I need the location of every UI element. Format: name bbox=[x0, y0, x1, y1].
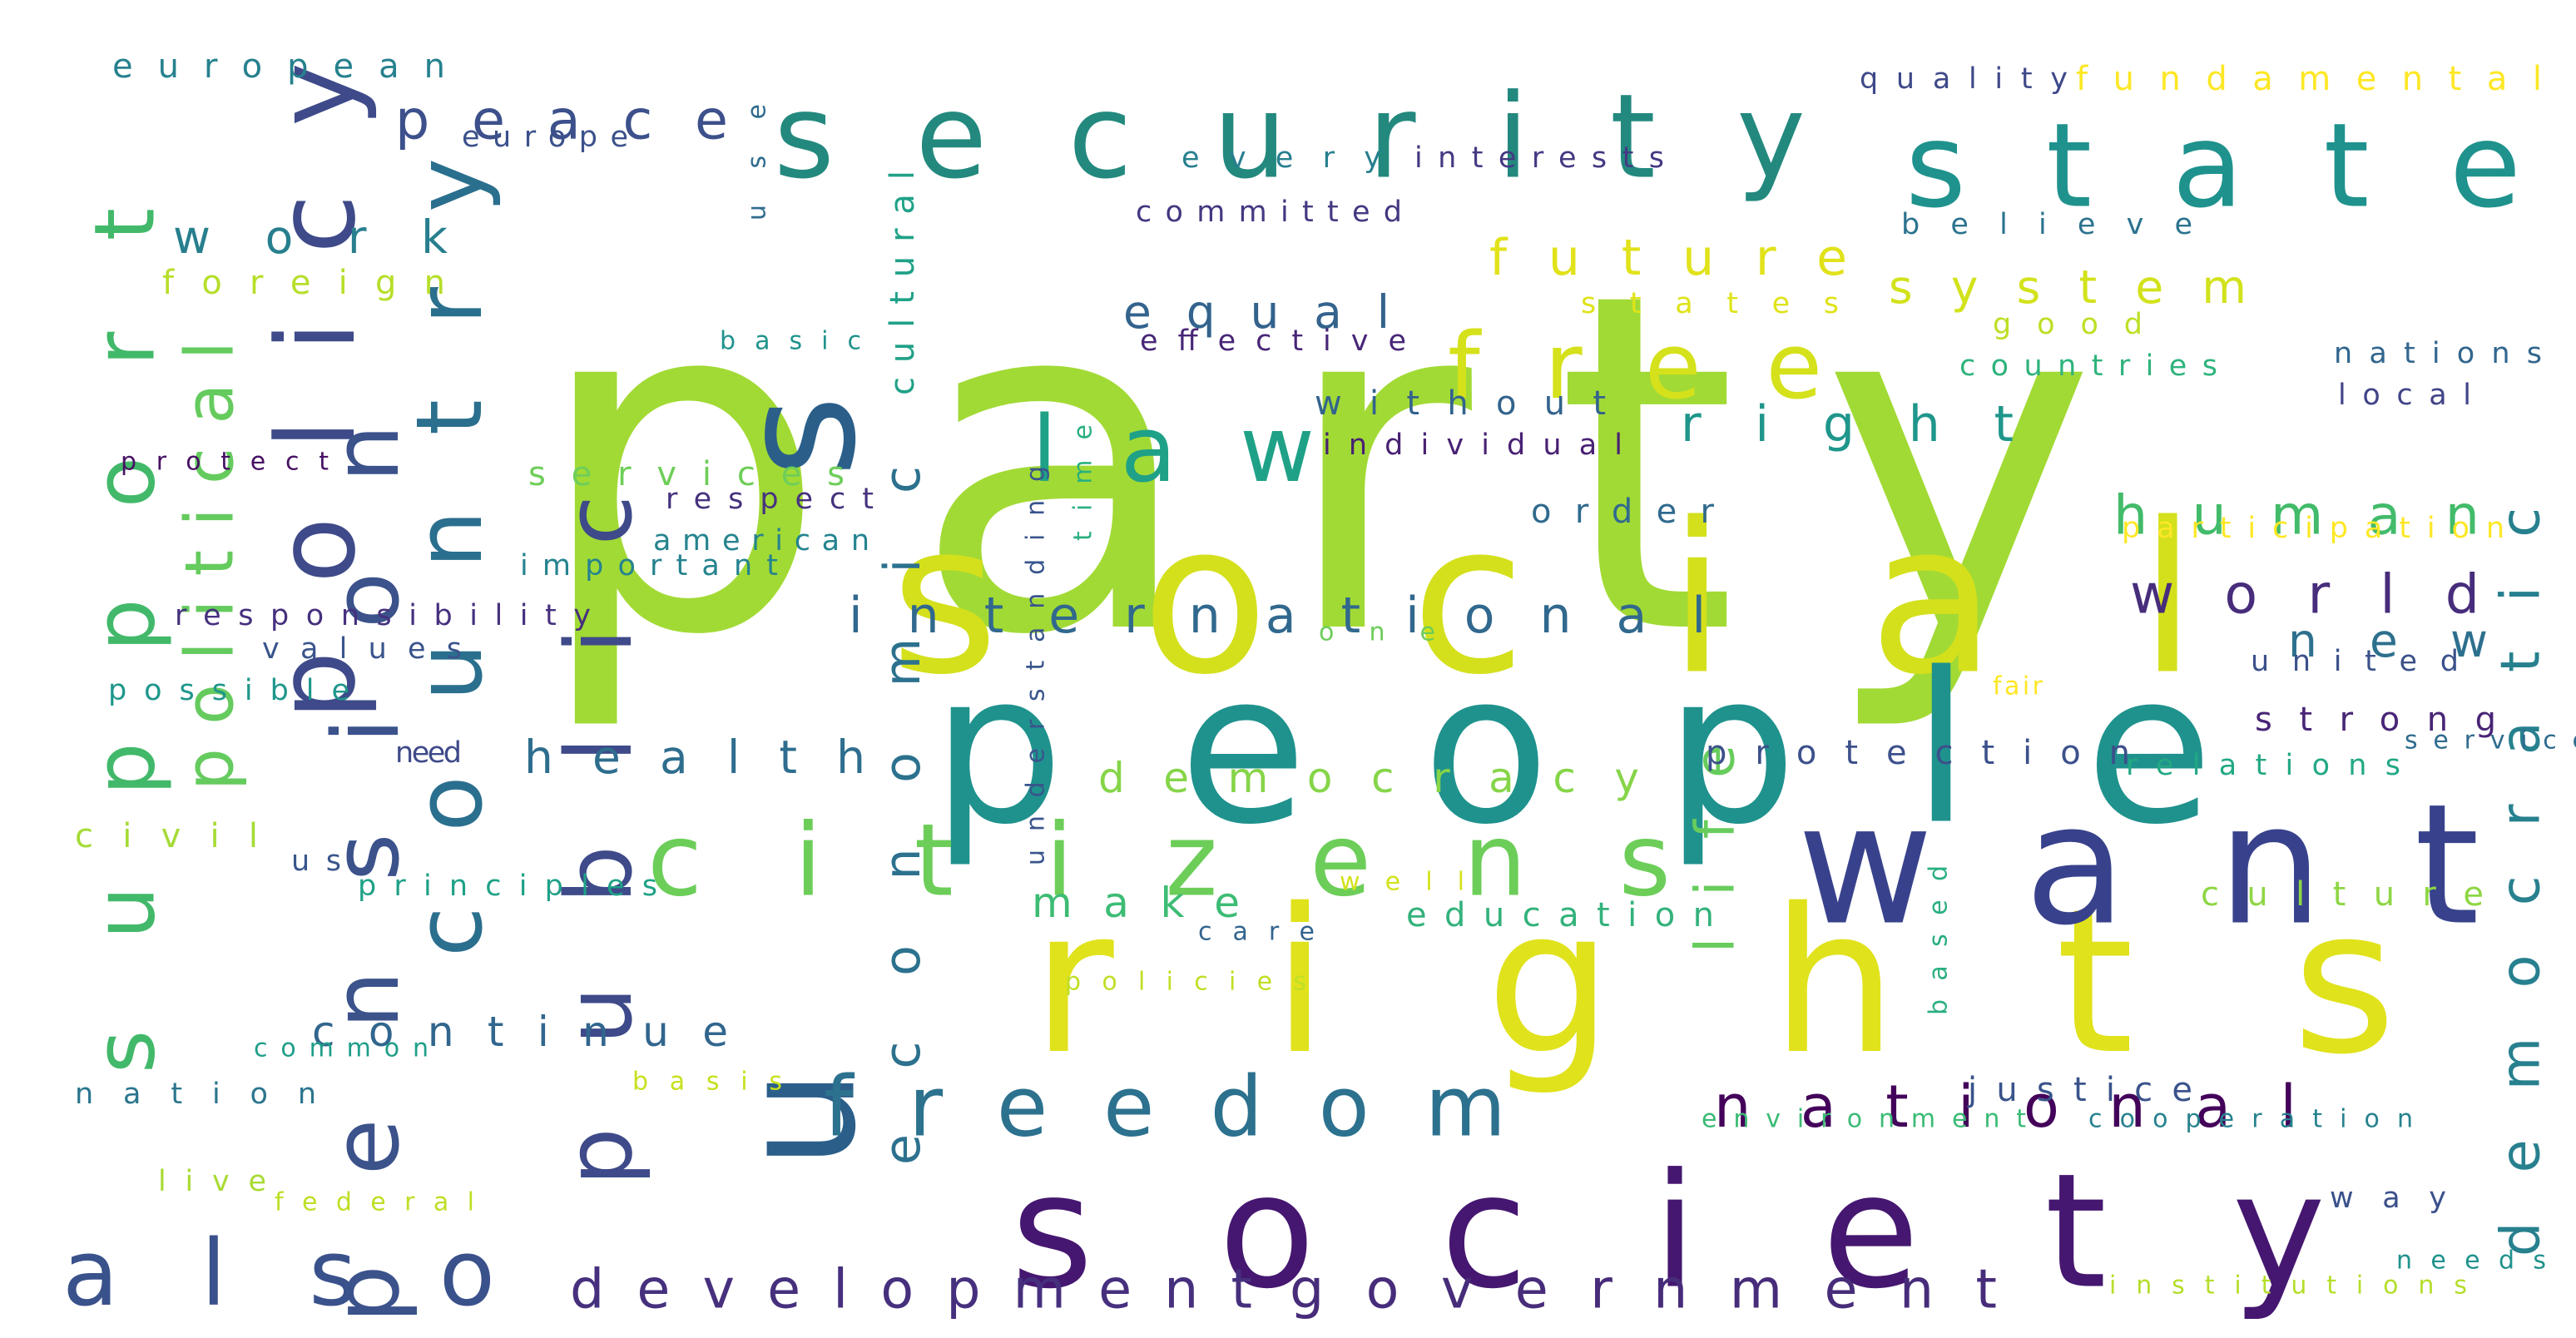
word-international: international bbox=[849, 587, 1706, 645]
word-strong: strong bbox=[2255, 701, 2496, 739]
word-support: support bbox=[77, 208, 174, 1073]
word-nations: nations bbox=[2334, 337, 2542, 370]
word-party: party bbox=[533, 195, 2097, 737]
word-respect: respect bbox=[666, 483, 874, 516]
word-live: live bbox=[158, 1165, 266, 1198]
word-citizens: citizens bbox=[647, 804, 1671, 919]
word-fundamental: fundamental bbox=[2076, 60, 2542, 98]
word-democratic: democratic bbox=[2490, 508, 2553, 1256]
word-civil: civil bbox=[75, 817, 258, 855]
word-service: service bbox=[2405, 726, 2576, 756]
word-principles: principles bbox=[358, 870, 657, 903]
word-quality: quality bbox=[1860, 62, 2068, 96]
word-also: also bbox=[62, 1220, 495, 1326]
word-relations: relations bbox=[2126, 749, 2400, 782]
word-important: important bbox=[520, 549, 778, 582]
word-need: need bbox=[395, 736, 462, 770]
word-federal: federal bbox=[275, 1188, 474, 1217]
word-responsibility: responsibility bbox=[175, 599, 591, 632]
word-well: well bbox=[1340, 868, 1464, 897]
word-continue: continue bbox=[312, 1008, 728, 1056]
word-society: society bbox=[1011, 1140, 2326, 1324]
word-education: education bbox=[1406, 896, 1714, 934]
word-american: american bbox=[653, 524, 869, 558]
word-united: united bbox=[2251, 645, 2459, 678]
word-democracy: democracy bbox=[1098, 754, 1639, 802]
word-fair: fair bbox=[1993, 672, 2043, 701]
word-common: common bbox=[254, 1034, 429, 1063]
word-nation: nation bbox=[75, 1078, 316, 1111]
word-political: political bbox=[171, 341, 249, 790]
word-country: country bbox=[396, 158, 503, 957]
word-justice: justice bbox=[1967, 1071, 2192, 1109]
word-local: local bbox=[2338, 379, 2471, 412]
word-security: security bbox=[774, 70, 1806, 206]
word-interests: interests bbox=[1414, 141, 1664, 175]
word-every: every bbox=[1181, 141, 1381, 175]
word-pension: pension bbox=[313, 424, 419, 1323]
word-policies: policies bbox=[1065, 968, 1306, 997]
word-way: way bbox=[2330, 1182, 2446, 1215]
word-development: development bbox=[570, 1259, 1252, 1321]
